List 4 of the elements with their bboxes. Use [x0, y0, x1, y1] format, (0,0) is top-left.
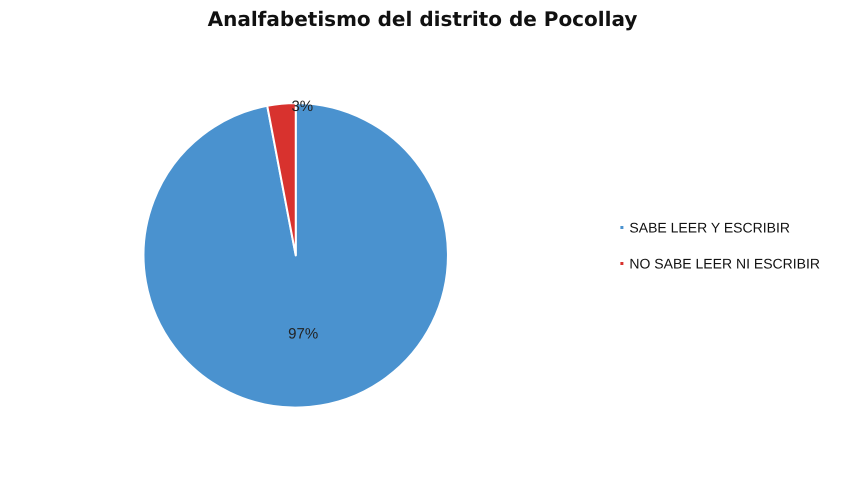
legend-label: SABE LEER Y ESCRIBIR [629, 220, 790, 236]
data-label: 97% [288, 326, 318, 343]
legend-label: NO SABE LEER NI ESCRIBIR [629, 256, 820, 272]
chart-title: Analfabetismo del distrito de Pocollay [208, 7, 638, 31]
